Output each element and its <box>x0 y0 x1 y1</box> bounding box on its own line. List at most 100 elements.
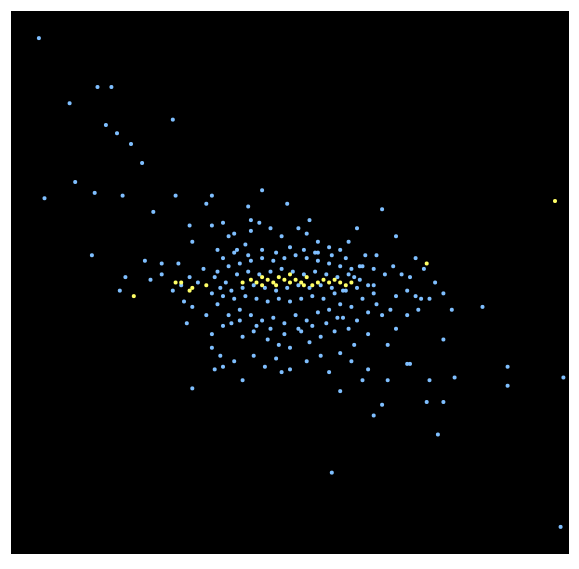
data-point <box>318 283 323 288</box>
data-point <box>209 332 214 337</box>
data-point <box>371 413 376 418</box>
data-point <box>170 117 175 122</box>
data-point <box>215 247 220 252</box>
data-point <box>352 342 357 347</box>
data-point <box>416 307 421 312</box>
data-point <box>120 193 125 198</box>
data-point <box>257 272 262 277</box>
data-point <box>310 323 315 328</box>
data-point <box>218 285 223 290</box>
data-point <box>257 220 262 225</box>
data-point <box>173 193 178 198</box>
data-point <box>288 299 292 304</box>
data-point <box>307 340 312 345</box>
data-point <box>441 337 446 342</box>
data-point <box>304 256 309 261</box>
data-point <box>371 283 376 288</box>
data-point <box>338 351 343 356</box>
data-point <box>349 266 354 271</box>
data-point <box>195 280 200 285</box>
data-point <box>115 131 119 136</box>
data-point <box>279 234 284 239</box>
data-point <box>204 201 209 206</box>
data-point <box>341 288 345 293</box>
data-point <box>123 275 128 280</box>
data-point <box>452 375 457 380</box>
data-point <box>310 283 315 288</box>
data-point <box>360 378 365 383</box>
data-point <box>176 261 181 266</box>
data-point <box>561 375 566 380</box>
data-point <box>260 256 265 261</box>
data-point <box>260 247 265 252</box>
data-point <box>187 275 192 280</box>
data-point <box>221 364 225 369</box>
data-point <box>276 342 281 347</box>
data-point <box>268 269 273 274</box>
data-point <box>190 285 195 290</box>
data-point <box>304 359 309 364</box>
data-point <box>366 332 371 337</box>
data-point <box>190 304 195 309</box>
data-point <box>321 296 326 301</box>
data-point <box>212 367 217 372</box>
data-point <box>279 370 284 375</box>
data-point <box>109 85 114 89</box>
data-point <box>184 321 189 326</box>
data-point <box>419 296 424 301</box>
data-point <box>413 256 418 261</box>
data-point <box>327 261 332 266</box>
data-point <box>92 190 97 195</box>
data-point <box>209 291 214 296</box>
data-point <box>338 280 343 285</box>
data-point <box>307 218 312 223</box>
data-point <box>349 359 354 364</box>
data-point <box>341 315 345 320</box>
data-point <box>424 261 429 266</box>
data-point <box>204 283 209 288</box>
data-point <box>260 283 265 288</box>
data-point <box>232 250 237 255</box>
data-point <box>170 288 175 293</box>
data-point <box>240 280 245 285</box>
data-point <box>394 326 398 331</box>
data-point <box>329 470 334 475</box>
data-point <box>293 313 298 318</box>
data-point <box>254 323 259 328</box>
data-point <box>237 307 242 312</box>
data-point <box>313 250 318 255</box>
data-point <box>201 266 206 271</box>
data-point <box>480 304 485 309</box>
data-point <box>327 280 332 285</box>
data-point <box>338 247 343 252</box>
data-point <box>290 269 295 274</box>
data-point <box>558 524 563 529</box>
data-point <box>265 299 270 304</box>
data-point <box>276 275 281 280</box>
data-point <box>221 323 225 328</box>
data-point <box>140 161 145 165</box>
data-point <box>441 400 446 404</box>
data-point <box>394 294 398 299</box>
data-point <box>282 321 287 326</box>
data-point <box>288 280 292 285</box>
data-point <box>262 285 267 290</box>
data-point <box>313 269 318 274</box>
data-point <box>332 277 337 282</box>
data-point <box>159 261 164 266</box>
data-point <box>374 302 379 307</box>
data-point <box>332 329 337 334</box>
data-point <box>399 272 404 277</box>
data-point <box>357 277 362 282</box>
data-point <box>366 283 371 288</box>
data-point <box>229 321 234 326</box>
data-point <box>237 318 242 323</box>
data-point <box>226 264 231 269</box>
data-point <box>405 313 410 318</box>
data-point <box>285 285 290 290</box>
data-point <box>260 188 265 193</box>
data-point <box>148 277 153 282</box>
data-point <box>190 386 195 391</box>
data-point <box>254 296 259 301</box>
data-point <box>293 277 298 282</box>
